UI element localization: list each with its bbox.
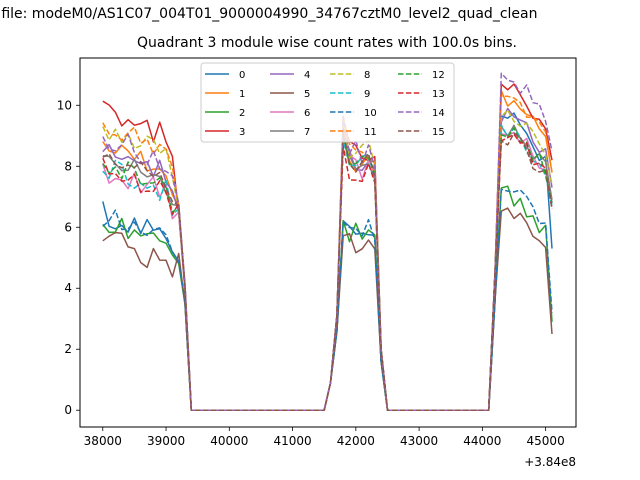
plot-lines [102,72,553,411]
axis-ticks: 38000 39000 40000 41000 42000 43000 44000 45000… [57,98,565,448]
x-tick-label: 40000 [210,434,248,448]
legend-label-11: 11 [364,127,377,138]
x-tick-label: 42000 [337,434,375,448]
legend-label-9: 9 [364,89,370,100]
y-tick-label: 4 [64,281,72,295]
y-tick-label: 6 [64,220,72,234]
series-line-10 [102,188,553,411]
x-tick-label: 44000 [463,434,501,448]
legend-label-15: 15 [432,127,445,138]
axes-frame [79,57,577,428]
legend-box [200,62,455,143]
legend-label-14: 14 [432,108,445,119]
y-tick-label: 0 [64,403,72,417]
legend-label-1: 1 [239,89,245,100]
legend-label-5: 5 [304,89,310,100]
chart-title: Quadrant 3 module wise count rates with … [137,35,517,51]
series-line-5 [102,207,553,411]
series-line-0 [102,112,553,411]
legend-label-4: 4 [304,70,310,81]
y-tick-label: 8 [64,159,72,173]
y-tick-label: 10 [57,98,72,112]
x-offset-label: +3.84e8 [524,455,576,469]
figure-suptitle: n file: modeM0/AS1C07_004T01_9000004990_… [0,6,538,22]
series-line-4 [102,107,553,411]
x-tick-label: 41000 [273,434,311,448]
series-line-13 [102,133,553,411]
series-line-2 [102,185,553,411]
legend-label-13: 13 [432,89,445,100]
legend-label-10: 10 [364,108,377,119]
series-line-11 [102,95,553,411]
series-line-15 [102,131,553,411]
x-tick-label: 38000 [84,434,122,448]
y-tick-label: 2 [64,342,72,356]
legend-label-7: 7 [304,127,310,138]
legend-label-12: 12 [432,70,445,81]
legend-label-2: 2 [239,108,245,119]
legend-label-8: 8 [364,70,370,81]
x-tick-label: 39000 [147,434,185,448]
legend-label-0: 0 [239,70,245,81]
series-line-8 [102,109,553,411]
x-tick-label: 43000 [400,434,438,448]
legend-label-6: 6 [304,108,310,119]
legend-label-3: 3 [239,127,245,138]
x-tick-label: 45000 [527,434,565,448]
